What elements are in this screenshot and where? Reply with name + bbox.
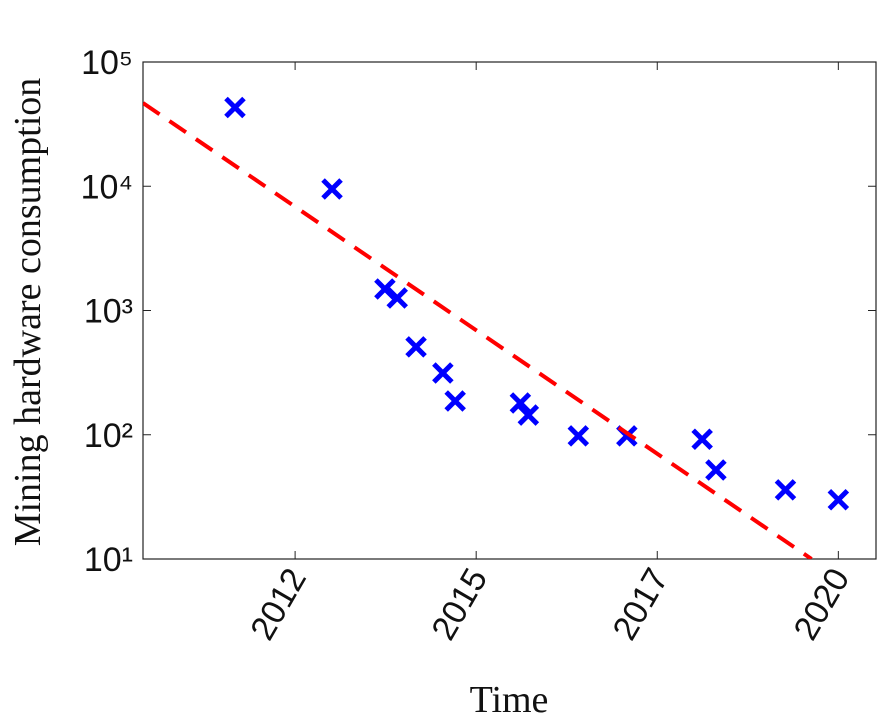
x-tick-label: 2020	[787, 562, 858, 647]
data-point	[517, 404, 540, 426]
y-tick-label: 10³	[84, 293, 133, 331]
data-point	[444, 390, 466, 412]
y-tick-label: 10⁵	[81, 44, 133, 82]
data-point	[224, 96, 246, 119]
y-tick-label: 10¹	[84, 541, 133, 579]
data-point	[432, 362, 454, 384]
trend-line	[143, 101, 813, 559]
data-point	[691, 428, 713, 451]
x-tick-label: 2012	[243, 562, 314, 647]
data-point	[321, 178, 343, 200]
plot-area	[143, 96, 850, 559]
x-tick-label: 2017	[605, 562, 676, 647]
data-point	[827, 488, 850, 511]
y-tick-label: 10²	[84, 417, 133, 455]
data-point	[386, 287, 408, 309]
y-axis-label: Mining hardware consumption	[7, 78, 49, 547]
y-tick-label: 10⁴	[81, 168, 133, 206]
data-point	[567, 425, 590, 447]
plot-frame	[142, 61, 877, 560]
data-point	[774, 479, 797, 501]
data-point	[705, 459, 727, 481]
x-axis-label: Time	[470, 679, 549, 719]
data-point	[509, 392, 532, 414]
x-tick-label: 2015	[424, 562, 495, 647]
data-point	[405, 336, 427, 358]
